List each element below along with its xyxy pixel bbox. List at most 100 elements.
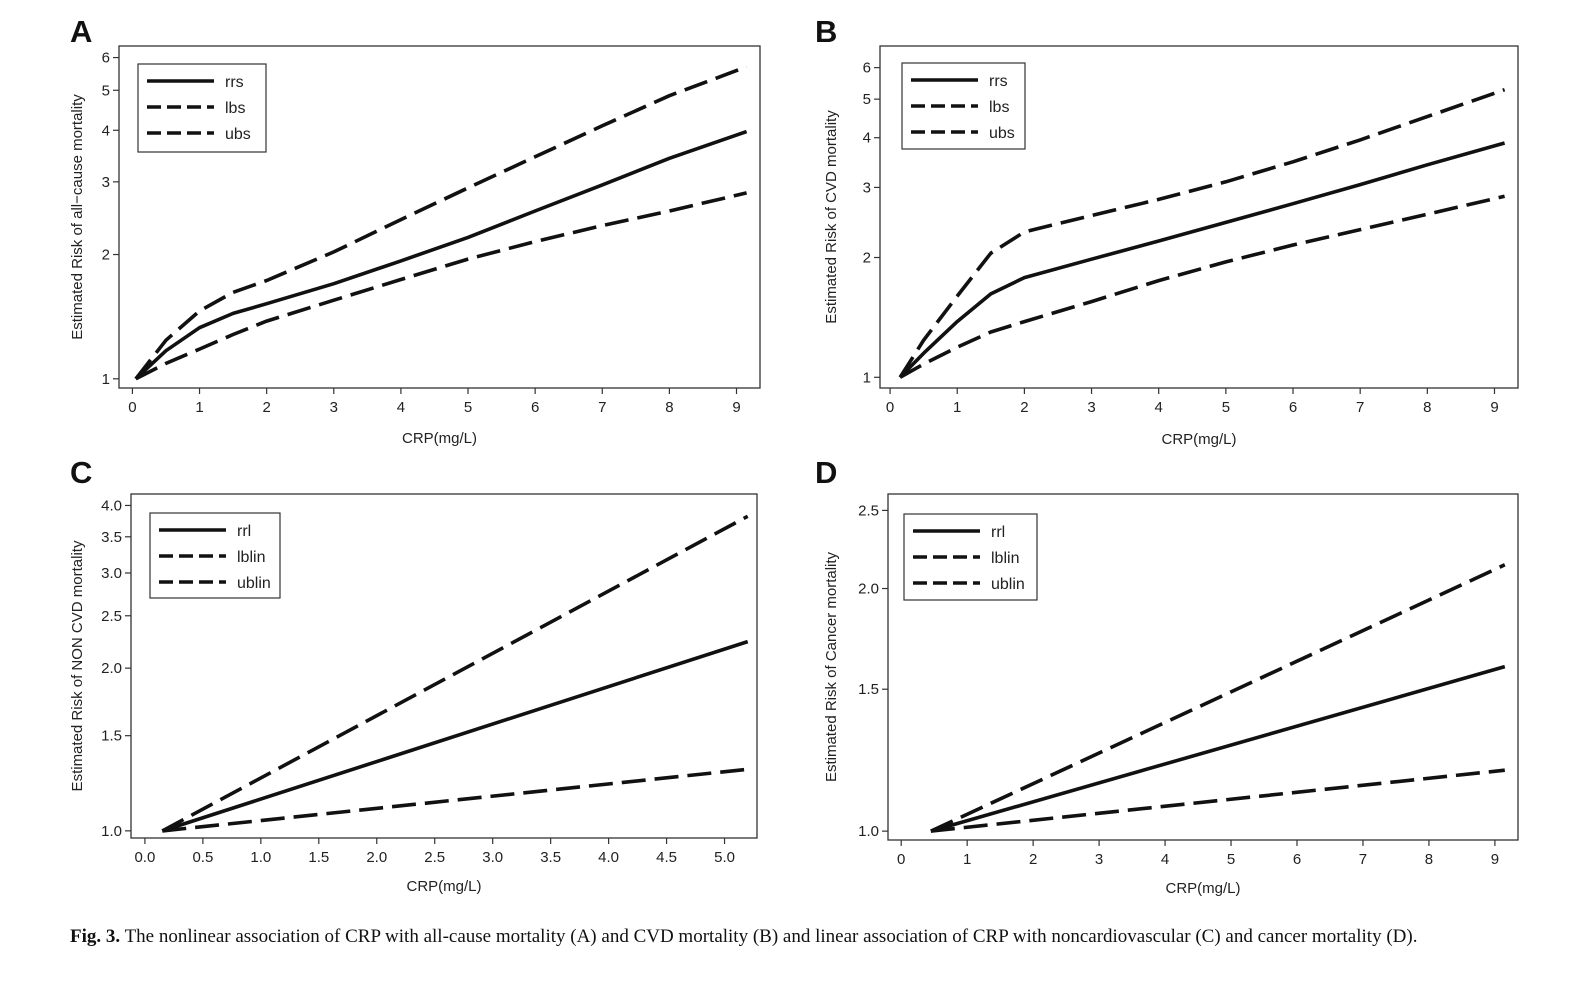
x-tick-label: 4.5 <box>656 849 677 866</box>
y-tick-label: 3 <box>102 174 110 191</box>
legend-label-lbs: lbs <box>989 99 1009 116</box>
x-tick-label: 5 <box>464 399 472 416</box>
x-tick-label: 1.5 <box>308 849 329 866</box>
x-tick-label: 7 <box>1359 851 1367 868</box>
legend-label-ubs: ubs <box>989 125 1015 142</box>
x-tick-label: 3 <box>1095 851 1103 868</box>
x-tick-label: 0 <box>128 399 136 416</box>
x-tick-label: 2 <box>1029 851 1037 868</box>
legend-label-rrl: rrl <box>237 523 251 540</box>
series-line-rrs <box>134 129 748 381</box>
x-tick-label: 5 <box>1227 851 1235 868</box>
series-line-rrs <box>898 141 1506 379</box>
y-axis-label-d: Estimated Risk of Cancer mortality <box>823 551 840 782</box>
panel-label-d: D <box>815 455 837 490</box>
series-line-lblin <box>930 768 1505 833</box>
x-tick-label: 2.5 <box>424 849 445 866</box>
x-tick-label: 1 <box>953 399 961 416</box>
caption-text: The nonlinear association of CRP with al… <box>124 926 1418 947</box>
x-tick-label: 6 <box>1293 851 1301 868</box>
x-tick-label: 3 <box>1087 399 1095 416</box>
x-tick-label: 9 <box>1491 851 1499 868</box>
x-tick-label: 6 <box>531 399 539 416</box>
x-tick-label: 3 <box>330 399 338 416</box>
legend-b: rrs lbs ubs <box>901 62 1026 150</box>
x-tick-label: 8 <box>1425 851 1433 868</box>
x-tick-label: 6 <box>1289 399 1297 416</box>
x-tick-label: 2 <box>262 399 270 416</box>
plot-frame-c <box>130 493 758 839</box>
y-tick-label: 1.0 <box>101 823 122 840</box>
legend-label-rrs: rrs <box>989 73 1008 90</box>
x-tick-label: 8 <box>665 399 673 416</box>
x-tick-label: 4 <box>1161 851 1169 868</box>
y-axis-label-c: Estimated Risk of NON CVD mortality <box>69 540 86 791</box>
series-line-lbs <box>899 194 1506 379</box>
x-tick-label: 4.0 <box>598 849 619 866</box>
x-tick-label: 0 <box>886 399 894 416</box>
x-tick-label: 8 <box>1423 399 1431 416</box>
legend-label-ublin: ublin <box>237 575 271 592</box>
series-line-ubs <box>134 65 748 380</box>
series-line-ubs <box>898 87 1506 379</box>
series-line-ublin <box>161 514 749 833</box>
x-tick-label: 9 <box>732 399 740 416</box>
x-tick-label: 5.0 <box>714 849 735 866</box>
x-tick-label: 1.0 <box>250 849 271 866</box>
series-line-lblin <box>162 767 748 833</box>
panel-label-c: C <box>70 455 92 490</box>
y-tick-label: 4 <box>863 130 871 147</box>
legend-a: rrs lbs ubs <box>137 63 267 153</box>
y-tick-label: 2.5 <box>101 608 122 625</box>
y-tick-label: 3.5 <box>101 529 122 546</box>
chart-panel-a: A 0 1 2 3 4 5 6 7 8 9 1 2 3 4 5 6 CRP(mg/L) Estimated Risk… <box>69 14 761 447</box>
legend-c: rrl lblin ublin <box>149 512 281 599</box>
y-axis-label-a: Estimated Risk of all−cause mortality <box>69 94 86 340</box>
legend-label-lbs: lbs <box>225 100 245 117</box>
y-tick-label: 1.0 <box>858 823 879 840</box>
legend-label-lblin: lblin <box>237 549 265 566</box>
legend-label-rrs: rrs <box>225 74 244 91</box>
y-tick-label: 2.0 <box>858 581 879 598</box>
y-tick-label: 3 <box>863 179 871 196</box>
y-tick-label: 2.5 <box>858 502 879 519</box>
y-tick-label: 6 <box>102 50 110 67</box>
series-line-ublin <box>930 563 1506 833</box>
x-tick-label: 3.5 <box>540 849 561 866</box>
chart-panel-d: D 0 1 2 3 4 5 6 7 8 9 1.0 1.5 2.0 2.5 CRP(mg/L) Estimate… <box>815 455 1519 897</box>
plot-frame-b <box>879 45 1519 389</box>
y-tick-label: 3.0 <box>101 565 122 582</box>
y-tick-label: 1.5 <box>101 728 122 745</box>
legend-label-ublin: ublin <box>991 576 1025 593</box>
y-axis-label-b: Estimated Risk of CVD mortality <box>823 110 840 324</box>
x-axis-label-d: CRP(mg/L) <box>1165 880 1240 897</box>
legend-label-ubs: ubs <box>225 126 251 143</box>
y-tick-label: 1.5 <box>858 681 879 698</box>
legend-label-rrl: rrl <box>991 524 1005 541</box>
y-tick-label: 4.0 <box>101 497 122 514</box>
x-tick-label: 5 <box>1222 399 1230 416</box>
y-tick-label: 4 <box>102 122 110 139</box>
x-tick-label: 0.5 <box>192 849 213 866</box>
x-tick-label: 2.0 <box>366 849 387 866</box>
y-tick-label: 5 <box>102 82 110 99</box>
y-tick-label: 1 <box>863 369 871 386</box>
x-axis-label-b: CRP(mg/L) <box>1161 431 1236 448</box>
x-tick-label: 0 <box>897 851 905 868</box>
x-tick-label: 4 <box>1155 399 1163 416</box>
x-tick-label: 9 <box>1490 399 1498 416</box>
x-tick-label: 0.0 <box>134 849 155 866</box>
chart-panel-c: C 0.0 0.5 1.0 1.5 2.0 2.5 3.0 3.5 4.0 4.5 5.0 1.0 1.5… <box>69 455 758 895</box>
x-tick-label: 3.0 <box>482 849 503 866</box>
plot-frame-a <box>118 45 761 389</box>
x-tick-label: 1 <box>195 399 203 416</box>
y-tick-label: 5 <box>863 91 871 108</box>
y-tick-label: 2 <box>863 250 871 267</box>
plot-frame-d <box>887 493 1519 841</box>
series-line-rrl <box>930 664 1506 833</box>
x-axis-label-c: CRP(mg/L) <box>406 878 481 895</box>
series-line-rrl <box>161 639 749 833</box>
x-tick-label: 1 <box>963 851 971 868</box>
